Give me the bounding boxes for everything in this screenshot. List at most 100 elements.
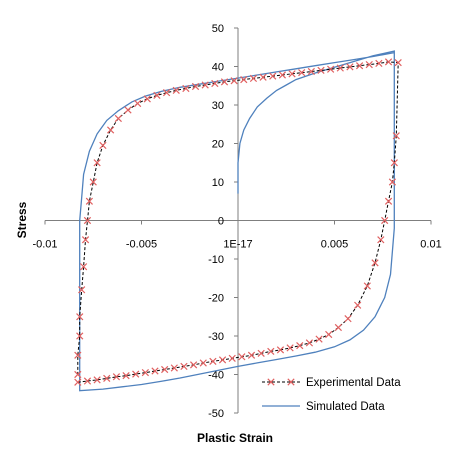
x-tick-label: 0.005 bbox=[321, 239, 349, 251]
experimental-data-point bbox=[114, 114, 122, 123]
cross-stroke bbox=[365, 60, 373, 69]
experimental-data-point bbox=[325, 330, 333, 339]
cross-stroke bbox=[354, 301, 362, 309]
cross-stroke bbox=[103, 374, 111, 382]
experimental-data-point bbox=[267, 347, 275, 356]
cross-stroke bbox=[106, 126, 115, 134]
experimental-data-point bbox=[211, 79, 219, 88]
cross-stroke bbox=[209, 357, 217, 366]
x-tick-label: 0.01 bbox=[420, 239, 441, 251]
experimental-data-point bbox=[112, 373, 121, 381]
legend-simulated-label: Simulated Data bbox=[306, 401, 385, 413]
experimental-data-point bbox=[377, 236, 385, 244]
experimental-data-point bbox=[162, 89, 171, 97]
experimental-data-point bbox=[74, 378, 82, 386]
experimental-data-point bbox=[240, 75, 248, 84]
cross-stroke bbox=[375, 59, 383, 68]
y-tick-label: -20 bbox=[208, 293, 224, 305]
cross-stroke bbox=[238, 353, 246, 361]
cross-stroke bbox=[83, 377, 92, 385]
experimental-data-point bbox=[305, 339, 314, 347]
experimental-data-point bbox=[143, 95, 151, 103]
cross-stroke bbox=[249, 74, 258, 83]
cross-stroke bbox=[296, 342, 304, 350]
cross-stroke bbox=[336, 64, 344, 72]
cross-stroke bbox=[388, 178, 397, 186]
x-tick-label: -0.005 bbox=[126, 239, 157, 251]
experimental-data-point bbox=[122, 372, 130, 380]
experimental-data-point bbox=[182, 84, 190, 93]
cross-stroke bbox=[259, 73, 267, 81]
cross-stroke bbox=[346, 63, 354, 71]
experimental-data-point bbox=[336, 64, 344, 72]
simulated-data-line bbox=[79, 50, 395, 392]
experimental-data-point bbox=[269, 72, 277, 80]
cross-stroke bbox=[381, 216, 389, 225]
y-tick-label: 20 bbox=[212, 139, 224, 151]
experimental-data-point bbox=[317, 66, 325, 74]
x-tick-label: -0.01 bbox=[32, 239, 57, 251]
experimental-data-point bbox=[230, 77, 238, 85]
experimental-data-point bbox=[327, 65, 335, 73]
cross-stroke bbox=[170, 364, 178, 372]
legend-cross-icon bbox=[267, 378, 275, 386]
cross-stroke bbox=[93, 376, 101, 384]
y-tick-label: -10 bbox=[208, 254, 224, 266]
cross-stroke bbox=[74, 351, 82, 359]
y-axis-title: Stress bbox=[15, 201, 29, 238]
cross-stroke bbox=[240, 75, 248, 84]
experimental-data-point bbox=[286, 344, 294, 352]
cross-stroke bbox=[114, 114, 122, 123]
experimental-data-point bbox=[390, 159, 398, 167]
cross-stroke bbox=[315, 335, 323, 343]
experimental-data-point bbox=[288, 70, 296, 78]
experimental-data-point bbox=[354, 301, 362, 309]
experimental-data-point bbox=[78, 286, 86, 294]
cross-stroke bbox=[286, 344, 294, 352]
legend: Experimental Data Simulated Data bbox=[262, 377, 401, 413]
cross-stroke bbox=[74, 378, 82, 386]
experimental-data-point bbox=[161, 365, 169, 374]
experimental-data-point bbox=[346, 63, 354, 71]
experimental-data-point bbox=[384, 197, 393, 205]
experimental-data-point bbox=[298, 69, 306, 77]
experimental-data-point bbox=[257, 349, 265, 357]
cross-stroke bbox=[112, 373, 121, 381]
cross-stroke bbox=[76, 332, 84, 340]
cross-stroke bbox=[134, 99, 142, 108]
experimental-data-point bbox=[134, 99, 142, 108]
experimental-data-point bbox=[228, 354, 236, 362]
y-tick-label: 40 bbox=[212, 62, 224, 74]
cross-stroke bbox=[132, 370, 140, 378]
experimental-data-point bbox=[103, 374, 111, 382]
experimental-data-point bbox=[218, 356, 227, 364]
experimental-data-point bbox=[74, 351, 82, 359]
cross-stroke bbox=[257, 349, 265, 357]
experimental-data-point bbox=[220, 78, 229, 86]
cross-stroke bbox=[78, 286, 86, 294]
y-tick-label: -50 bbox=[208, 408, 224, 420]
y-tick-label: 50 bbox=[212, 23, 224, 35]
experimental-data-point bbox=[355, 62, 364, 70]
experimental-data-point bbox=[296, 342, 304, 350]
experimental-data-point bbox=[93, 376, 101, 384]
cross-stroke bbox=[384, 197, 393, 205]
cross-stroke bbox=[89, 178, 97, 186]
cross-stroke bbox=[162, 89, 171, 97]
experimental-data-point bbox=[344, 315, 352, 323]
cross-stroke bbox=[392, 132, 400, 140]
experimental-data-point bbox=[99, 141, 107, 150]
cross-stroke bbox=[334, 323, 342, 332]
cross-stroke bbox=[122, 372, 130, 380]
cross-stroke bbox=[141, 368, 149, 377]
experimental-data-point bbox=[259, 73, 267, 81]
experimental-data-point bbox=[79, 263, 88, 271]
cross-stroke bbox=[76, 313, 84, 321]
cross-stroke bbox=[151, 367, 159, 375]
experimental-data-point bbox=[278, 71, 287, 79]
cross-stroke bbox=[172, 86, 180, 94]
cross-stroke bbox=[124, 106, 132, 114]
experimental-data-point bbox=[238, 353, 246, 361]
experimental-data-point bbox=[201, 81, 209, 89]
